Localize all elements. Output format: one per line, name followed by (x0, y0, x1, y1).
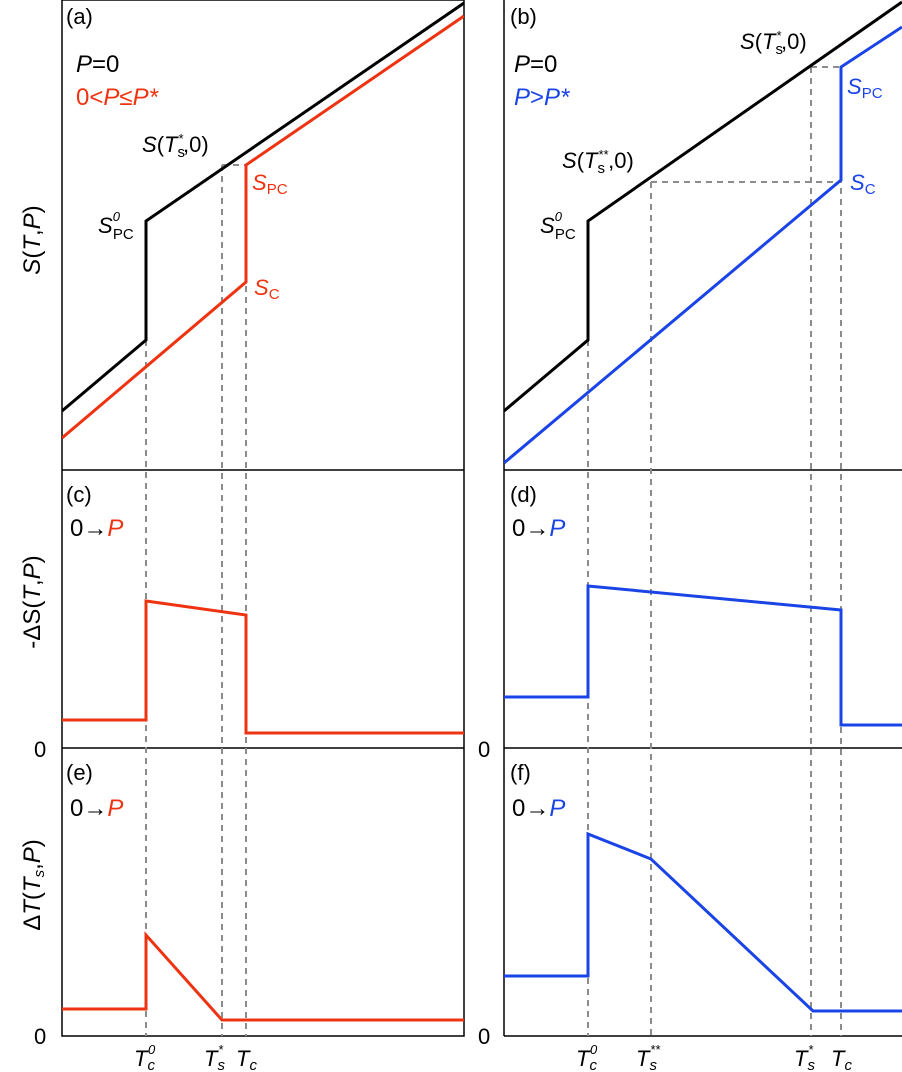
annot-a-sc: SC (254, 275, 280, 303)
panel-tag-f: (f) (510, 760, 531, 785)
legend-a-p0: P=0 (76, 51, 119, 78)
panel-tag-a: (a) (66, 4, 93, 29)
series-e-red (62, 931, 464, 1022)
series-b-black (504, 0, 902, 413)
xtick-ts-star-left: Ts* (204, 1042, 225, 1072)
legend-a-cond: 0<P≤P* (76, 84, 159, 111)
process-e: 0→P (70, 795, 123, 822)
legend-b-cond: P>P* (514, 84, 570, 111)
guides-right (587, 66, 842, 1036)
series-f-blue (504, 831, 902, 1013)
xtick-ts-star-right: Ts* (794, 1042, 815, 1072)
zero-tick-f: 0 (478, 1024, 490, 1049)
ylabel-middle: -ΔS(T,P) (19, 555, 46, 648)
series-b-blue (504, 25, 902, 465)
series-a-black (62, 1, 464, 413)
annot-b-s-ts-dstar: S(Ts**,0) (562, 147, 634, 177)
panel-tag-c: (c) (66, 482, 92, 507)
left-column-frame (61, 0, 465, 1037)
ylabel-bottom: ΔT(Ts,P) (19, 839, 48, 931)
annot-b-spc: SPC (847, 74, 883, 102)
xtick-tc0-right: Tc0 (576, 1042, 598, 1072)
right-column-frame (503, 0, 902, 1037)
annot-b-s-ts-star: S(Ts*,0) (740, 28, 807, 58)
process-d: 0→P (512, 515, 565, 542)
process-f: 0→P (512, 795, 565, 822)
series-c-red (62, 599, 464, 735)
series-d-blue (504, 584, 902, 727)
legend-b-p0: P=0 (514, 51, 557, 78)
annot-b-spc0: S0 PC (540, 209, 576, 243)
zero-tick-e: 0 (34, 1024, 46, 1049)
annot-a-spc0: S0 PC (98, 209, 134, 243)
process-c: 0→P (70, 515, 123, 542)
xtick-ts-dstar-right: Ts** (636, 1042, 661, 1072)
panel-tag-e: (e) (66, 760, 93, 785)
annot-b-sc: SC (850, 170, 876, 198)
zero-tick-d: 0 (478, 737, 490, 762)
xtick-tc-right: Tc (831, 1046, 852, 1072)
panel-tag-d: (d) (510, 482, 537, 507)
panel-tag-b: (b) (510, 4, 537, 29)
xtick-tc-left: Tc (236, 1046, 257, 1072)
xtick-tc0-left: Tc0 (134, 1042, 156, 1072)
annot-a-s-ts-star: S(Ts*,0) (142, 131, 209, 161)
annot-a-spc: SPC (252, 170, 288, 198)
series-a-red (62, 14, 464, 440)
ylabel-top: S(T,P) (19, 205, 46, 274)
zero-tick-c: 0 (34, 737, 46, 762)
